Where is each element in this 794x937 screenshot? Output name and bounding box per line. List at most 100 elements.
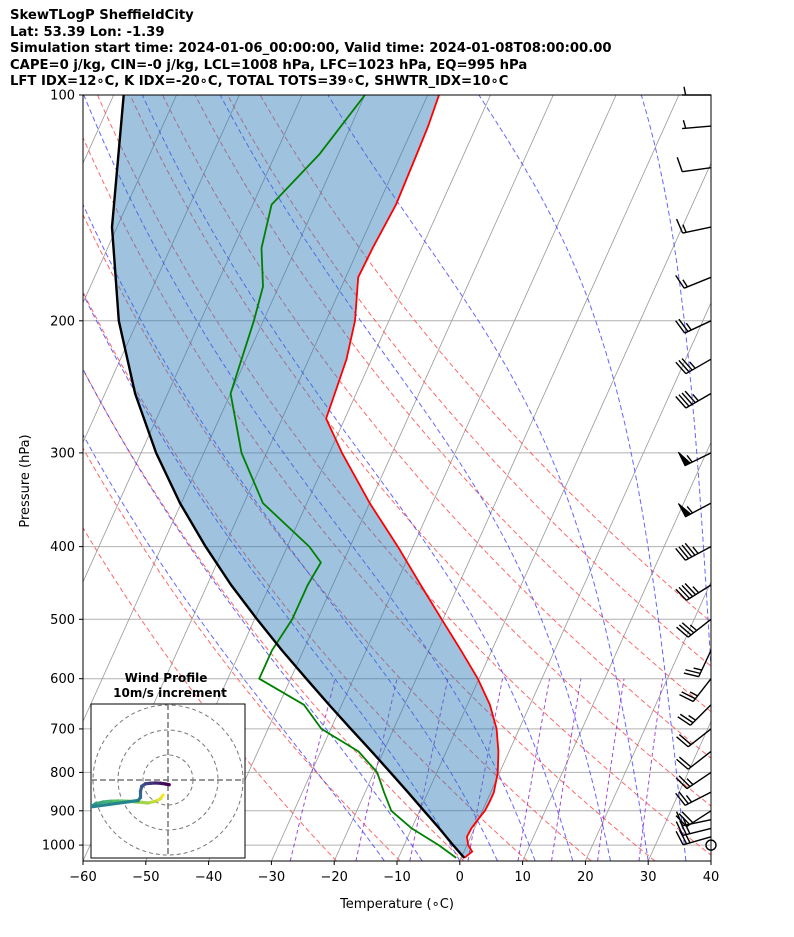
mixing-line-10 [551,678,582,861]
y-tick-label-600: 600 [50,672,75,687]
barb-full-900 [678,813,691,826]
barb-half-100 [683,86,687,96]
barb-full-750 [676,758,689,770]
hodograph-inset: Wind Profile 10m/s increment [90,671,246,859]
barb-half-650 [688,714,696,721]
x-tick-label-40: 40 [703,870,720,885]
moist-adiabat--12 [83,433,385,861]
barb-half-225 [689,361,696,369]
x-tick-label--60: −60 [69,870,96,885]
barb-full-550 [685,669,701,675]
time-line: Simulation start time: 2024-01-06_00:00:… [10,41,612,56]
barb-full-400 [678,546,690,559]
y-tick-label-1000: 1000 [42,839,75,854]
barb-staff-750 [687,750,712,770]
y-axis: 100 200 300 400 500 600 700 800 900 1000 [42,89,83,854]
isotherm-30 [647,720,711,861]
cape-area [112,95,499,858]
barb-staff-125 [682,166,712,173]
dry-adiabat-260 [83,447,401,861]
x-tick-label-0: 0 [456,870,464,885]
mixing-line-0.4 [289,678,336,861]
dry-adiabat-270 [83,368,465,861]
dry-adiabat-330 [162,95,711,759]
index-line: LFT IDX=12∘C, K IDX=-20∘C, TOTAL TOTS=39… [10,74,509,89]
isotherm-40 [710,860,711,861]
mixing-line-1 [355,678,398,861]
barb-half-975 [685,835,691,844]
x-tick-label-30: 30 [640,870,657,885]
mixing-line-24 [638,678,664,861]
barb-full-400 [684,542,696,556]
hodograph-segment-3 [136,800,150,805]
mixing-line-7 [517,678,550,861]
hodograph-segment-11 [91,798,140,809]
dry-adiabat-290 [83,213,592,861]
x-tick-label--40: −40 [195,870,222,885]
location-line: Lat: 53.39 Lon: -1.39 [10,24,165,40]
isotherm--100 [83,95,177,304]
barb-half-200 [685,322,692,331]
barb-full-800 [675,777,688,790]
barb-flag-350 [677,503,692,518]
y-tick-label-900: 900 [50,804,75,819]
barb-full-500 [681,622,695,634]
y-tick-label-100: 100 [50,89,75,104]
barb-half-150 [682,224,687,233]
barb-full-225 [678,359,690,373]
moist-adiabat-30 [327,95,649,861]
barb-half-550 [693,667,702,671]
barb-full-200 [675,320,686,334]
barb-full-700 [676,736,689,748]
calm-barb-1000 [705,839,717,851]
barb-staff-450 [686,584,712,601]
barb-full-225 [681,358,693,371]
dry-adiabat-280 [83,290,528,861]
barb-flag-300 [677,451,692,467]
barb-full-150 [675,218,684,234]
isotherm--40 [208,95,554,861]
barb-full-950 [675,821,684,836]
barb-full-850 [675,792,686,806]
barb-staff-110 [682,125,712,130]
dry-adiabat-300 [83,136,656,861]
wind-barbs [675,86,717,851]
moist-adiabat--6 [83,368,423,861]
barb-full-125 [676,157,683,172]
barb-full-900 [675,815,688,828]
y-tick-label-800: 800 [50,766,75,781]
mixing-line-16 [597,678,625,861]
barb-full-450 [684,583,697,596]
plot-area [83,95,711,861]
barb-staff-850 [684,791,712,806]
barb-full-250 [681,392,693,405]
x-axis: −60 −50 −40 −30 −20 −10 0 10 20 30 40 [69,861,719,885]
barb-staff-550 [698,650,712,677]
barb-full-600 [679,694,694,703]
dry-adiabat-320 [129,95,711,807]
barb-full-250 [684,390,696,404]
x-tick-label--20: −20 [320,870,347,885]
dry-adiabats [83,95,711,861]
dry-adiabat-340 [194,95,711,713]
isotherm--80 [83,95,303,583]
dry-adiabat-350 [227,95,711,667]
barb-staff-175 [683,276,712,289]
dry-adiabat-310 [97,95,711,856]
barb-staff-150 [682,226,712,234]
profiles [110,95,500,859]
y-axis-label: Pressure (hPa) [18,434,33,527]
chart-title: SkewTLogP SheffieldCity [10,8,194,23]
barb-half-600 [689,691,698,697]
barb-full-750 [678,756,692,768]
x-tick-label--30: −30 [258,870,285,885]
barb-full-450 [681,584,694,598]
barb-full-975 [675,830,684,846]
barb-staff-250 [685,392,712,409]
barb-full-500 [678,624,692,636]
barb-full-850 [678,791,689,805]
barb-full-650 [679,713,694,724]
barb-staff-975 [682,836,712,846]
barb-half-110 [682,119,687,129]
